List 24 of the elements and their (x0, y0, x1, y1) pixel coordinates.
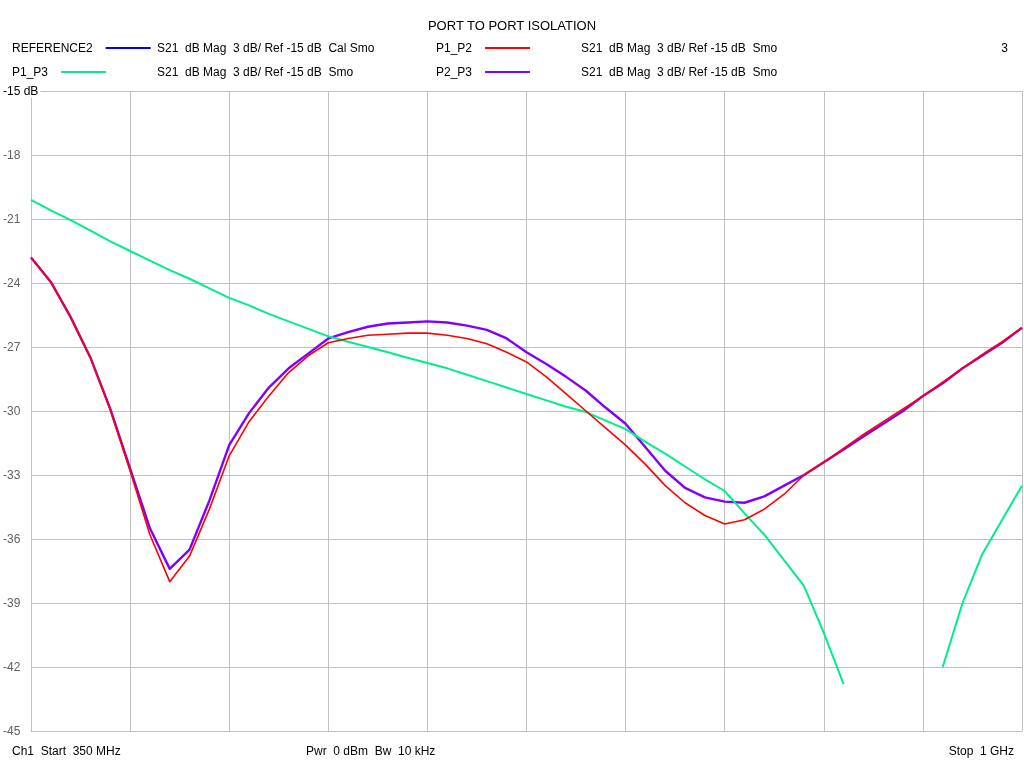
y-tick-label: -15 dB (3, 84, 39, 98)
legend-label: REFERENCE2 (12, 41, 94, 55)
y-tick-label: -42 (3, 660, 21, 674)
text: S21 dB Mag 3 dB/ Ref -15 dB Smo (581, 65, 778, 79)
y-tick-label: -33 (3, 468, 21, 482)
y-tick-label: -39 (3, 596, 21, 610)
text: Pwr 0 dBm Bw 10 kHz (306, 744, 436, 758)
text: S21 dB Mag 3 dB/ Ref -15 dB Cal Smo (157, 41, 375, 55)
y-tick-label: -36 (3, 532, 21, 546)
legend-label: P2_P3 (436, 65, 473, 79)
chart-title: PORT TO PORT ISOLATION (427, 18, 597, 33)
y-tick-label: -18 (3, 148, 21, 162)
y-tick-label: -45 (3, 724, 21, 738)
legend-label: P1_P2 (436, 41, 473, 55)
text: Stop 1 GHz (948, 744, 1015, 758)
text: 3 (1001, 41, 1009, 55)
text: S21 dB Mag 3 dB/ Ref -15 dB Smo (581, 41, 778, 55)
legend-label: P1_P3 (12, 65, 49, 79)
y-tick-label: -30 (3, 404, 21, 418)
y-tick-label: -27 (3, 340, 21, 354)
y-tick-label: -21 (3, 212, 21, 226)
text: Ch1 Start 350 MHz (12, 744, 121, 758)
text: S21 dB Mag 3 dB/ Ref -15 dB Smo (157, 65, 354, 79)
y-tick-label: -24 (3, 276, 21, 290)
